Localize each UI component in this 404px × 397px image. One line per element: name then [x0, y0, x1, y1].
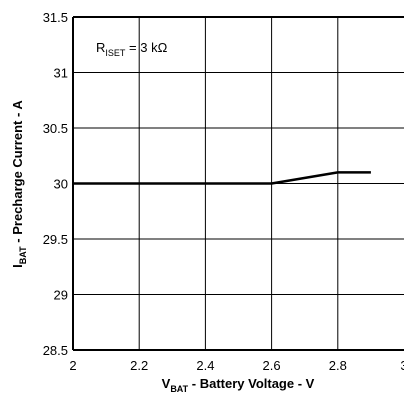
y-axis-label-sub: BAT [18, 246, 28, 264]
annotation-sub: ISET [105, 48, 126, 58]
annotation-rest: = 3 kΩ [125, 40, 167, 55]
x-axis-label-main: V [162, 376, 171, 391]
y-tick-label: 31.5 [43, 10, 68, 25]
series-line [73, 171, 371, 185]
annotation-main: R [96, 40, 105, 55]
plot-frame [72, 16, 404, 351]
y-axis-label: IBAT - Precharge Current - A [10, 100, 28, 268]
y-tick-label: 30.5 [43, 121, 68, 136]
y-axis-label-rest: - Precharge Current - A [10, 100, 25, 247]
x-axis-label-sub: BAT [170, 384, 188, 394]
y-axis-label-main: I [10, 264, 25, 268]
annotation-riset: RISET = 3 kΩ [96, 40, 168, 58]
y-tick-label: 29.5 [43, 232, 68, 247]
x-tick-label: 3 [400, 358, 404, 373]
x-axis-label: VBAT - Battery Voltage - V [162, 376, 315, 394]
y-tick-label: 31 [54, 66, 68, 81]
x-tick-label: 2.2 [130, 358, 148, 373]
x-tick-label: 2.4 [196, 358, 214, 373]
x-tick-labels: 2 2.2 2.4 2.6 2.8 3 [69, 358, 404, 373]
x-tick-label: 2 [69, 358, 76, 373]
y-tick-label: 28.5 [43, 343, 68, 358]
x-tick-label: 2.8 [329, 358, 347, 373]
y-tick-label: 30 [54, 177, 68, 192]
x-axis-label-rest: - Battery Voltage - V [188, 376, 315, 391]
x-tick-label: 2.6 [263, 358, 281, 373]
y-tick-label: 29 [54, 288, 68, 303]
y-tick-labels: 28.5 29 29.5 30 30.5 31 31.5 [43, 10, 68, 358]
series-layer [73, 171, 371, 185]
